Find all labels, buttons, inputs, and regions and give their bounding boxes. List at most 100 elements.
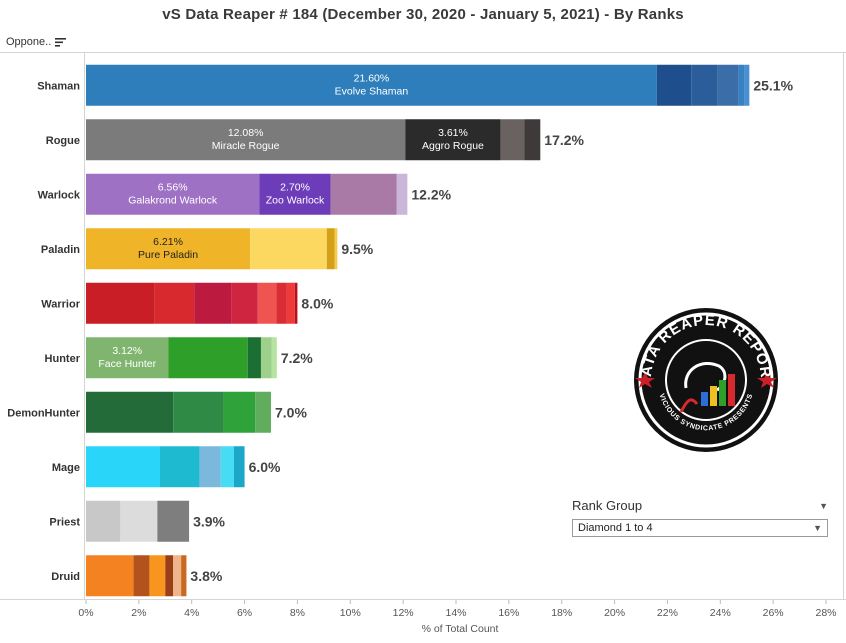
category-label-mage: Mage (52, 462, 80, 474)
bar-segment-priest-0 (86, 500, 121, 542)
rank-group-selected: Diamond 1 to 4 (578, 522, 653, 534)
bar-segment-warrior-0 (86, 282, 155, 324)
category-label-demonhunter: DemonHunter (7, 407, 80, 419)
panel-border-right (843, 52, 844, 600)
segment-value-label-warlock-1: 2.70% (280, 181, 310, 193)
bar-segment-demonhunter-2 (223, 391, 256, 433)
bar-segment-rogue-0 (86, 119, 406, 161)
total-label-mage: 6.0% (249, 459, 281, 475)
bar-segment-hunter-1 (168, 337, 248, 379)
segment-value-label-warlock-0: 6.56% (158, 181, 188, 193)
category-label-warlock: Warlock (38, 189, 81, 201)
segment-name-label-warlock-1: Zoo Warlock (266, 194, 325, 206)
bar-segment-paladin-2 (326, 228, 335, 270)
x-tick-label-4: 4% (184, 607, 199, 619)
x-tick-label-2: 2% (131, 607, 146, 619)
column-header-label: Oppone.. (6, 36, 52, 48)
total-label-hunter: 7.2% (281, 350, 313, 366)
x-axis-title: % of Total Count (422, 623, 499, 635)
total-label-rogue: 17.2% (544, 132, 584, 148)
rank-group-menu-icon[interactable]: ▼ (819, 500, 828, 511)
segment-name-label-rogue-1: Aggro Rogue (422, 140, 484, 152)
bar-segment-priest-2 (157, 500, 190, 542)
x-tick-label-20: 20% (604, 607, 625, 619)
x-tick-label-16: 16% (498, 607, 519, 619)
x-tick-label-0: 0% (78, 607, 93, 619)
bar-segment-warrior-6 (286, 282, 295, 324)
x-tick-label-10: 10% (340, 607, 361, 619)
category-label-shaman: Shaman (37, 80, 80, 92)
total-label-demonhunter: 7.0% (275, 404, 307, 420)
rank-group-filter: Rank Group ▼ Diamond 1 to 4 ▼ (572, 498, 828, 537)
bar-segment-paladin-3 (334, 228, 338, 270)
bar-segment-warlock-1 (259, 173, 331, 215)
bar-segment-shaman-0 (86, 64, 657, 106)
total-label-shaman: 25.1% (753, 77, 793, 93)
bar-segment-mage-4 (234, 446, 245, 488)
bar-segment-warlock-2 (330, 173, 397, 215)
segment-value-label-hunter-0: 3.12% (112, 345, 142, 357)
x-tick-label-24: 24% (710, 607, 731, 619)
bar-segment-rogue-2 (500, 119, 525, 161)
segment-value-label-rogue-0: 12.08% (228, 127, 264, 139)
panel-border-bottom (0, 599, 846, 600)
bar-segment-hunter-2 (247, 337, 261, 379)
segment-name-label-rogue-0: Miracle Rogue (212, 140, 280, 152)
bar-segment-mage-0 (86, 446, 160, 488)
rank-group-dropdown[interactable]: Diamond 1 to 4 ▼ (572, 519, 828, 537)
sort-icon[interactable] (55, 37, 67, 47)
bar-segment-shaman-2 (691, 64, 718, 106)
x-tick-label-8: 8% (290, 607, 305, 619)
bar-segment-druid-1 (133, 555, 150, 597)
x-tick-label-6: 6% (237, 607, 252, 619)
bar-segment-shaman-1 (656, 64, 692, 106)
category-label-paladin: Paladin (41, 244, 80, 256)
bar-segment-shaman-4 (738, 64, 745, 106)
segment-name-label-hunter-0: Face Hunter (98, 358, 156, 370)
bar-segment-shaman-3 (717, 64, 739, 106)
bar-segment-shaman-5 (744, 64, 750, 106)
bar-segment-paladin-1 (250, 228, 327, 270)
bar-segment-hunter-4 (271, 337, 277, 379)
x-tick-label-28: 28% (815, 607, 836, 619)
data-reaper-report-logo: DATA REAPER REPORT VICIOUS SYNDICATE PRE… (625, 287, 781, 465)
bar-segment-druid-5 (181, 555, 187, 597)
x-tick-label-22: 22% (657, 607, 678, 619)
bar-segment-demonhunter-0 (86, 391, 174, 433)
segment-name-label-paladin-0: Pure Paladin (138, 249, 198, 261)
segment-value-label-paladin-0: 6.21% (153, 236, 183, 248)
chevron-down-icon: ▼ (813, 523, 822, 533)
category-label-priest: Priest (49, 516, 80, 528)
bar-segment-warrior-3 (231, 282, 258, 324)
total-label-druid: 3.8% (190, 568, 222, 584)
bar-segment-mage-3 (220, 446, 234, 488)
panel-border-left (84, 52, 85, 600)
category-label-druid: Druid (51, 571, 80, 583)
rank-group-label: Rank Group (572, 498, 643, 513)
column-header-opponent[interactable]: Oppone.. (6, 36, 67, 48)
segment-name-label-warlock-0: Galakrond Warlock (128, 194, 218, 206)
bar-segment-demonhunter-3 (255, 391, 271, 433)
bar-segment-mage-2 (199, 446, 221, 488)
total-label-paladin: 9.5% (341, 241, 373, 257)
category-label-warrior: Warrior (41, 298, 80, 310)
bar-segment-rogue-3 (524, 119, 541, 161)
segment-name-label-shaman-0: Evolve Shaman (335, 85, 409, 97)
category-label-hunter: Hunter (45, 353, 81, 365)
bar-segment-warrior-1 (154, 282, 195, 324)
bar-segment-druid-2 (149, 555, 166, 597)
bar-segment-warrior-4 (257, 282, 277, 324)
bar-segment-priest-1 (120, 500, 158, 542)
total-label-warlock: 12.2% (411, 186, 451, 202)
x-tick-label-14: 14% (445, 607, 466, 619)
total-label-warrior: 8.0% (301, 295, 333, 311)
bar-segment-druid-0 (86, 555, 134, 597)
bar-segment-warrior-2 (194, 282, 232, 324)
bar-segment-druid-4 (173, 555, 182, 597)
bar-segment-rogue-1 (405, 119, 501, 161)
bar-segment-warlock-0 (86, 173, 260, 215)
category-label-rogue: Rogue (46, 135, 80, 147)
x-tick-label-18: 18% (551, 607, 572, 619)
chart-title: vS Data Reaper # 184 (December 30, 2020 … (162, 6, 684, 23)
